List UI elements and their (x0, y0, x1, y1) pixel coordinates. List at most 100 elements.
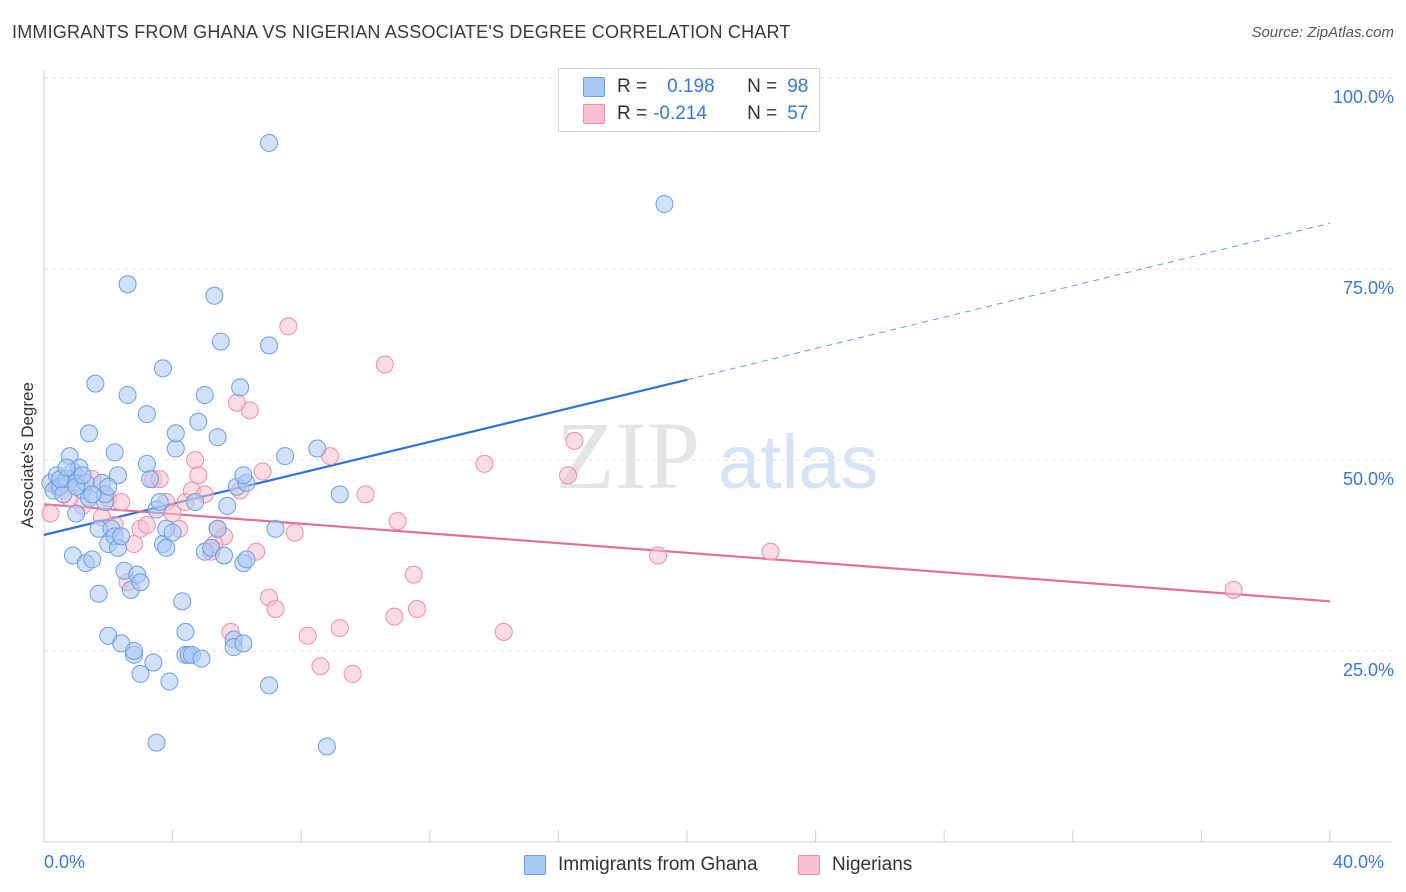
nigerians-point (559, 466, 578, 485)
ghana-point (118, 275, 137, 294)
watermark-atlas: atlas (718, 420, 879, 505)
watermark: ZIP atlas (556, 402, 879, 509)
legend-n-label: N = (747, 76, 778, 97)
legend-label: Nigerians (832, 854, 913, 875)
ghana-point (157, 538, 176, 557)
ghana-trend-extension (686, 222, 1331, 381)
nigerians-point (41, 504, 60, 523)
ghana-point (166, 424, 185, 443)
x-tick-label: 0.0% (44, 852, 86, 872)
ghana-point (108, 466, 127, 485)
grid-layer (44, 77, 1392, 652)
ghana-point (67, 504, 86, 523)
nigerians-point (266, 599, 285, 618)
ghana-point (163, 523, 182, 542)
ghana-point (330, 485, 349, 504)
chart-source: Source: ZipAtlas.com (1251, 24, 1394, 41)
nigerians-point (311, 657, 330, 676)
nigerians-point (565, 431, 584, 450)
y-tick-label: 50.0% (1342, 469, 1394, 489)
nigerians-point (356, 485, 375, 504)
ghana-point (237, 550, 256, 569)
ghana-point (176, 622, 195, 641)
nigerians-point (112, 493, 131, 512)
ghana-point (83, 550, 102, 569)
ghana-point (317, 737, 336, 756)
ghana-point (160, 672, 179, 691)
legend-item-nigerians: Nigerians (798, 852, 912, 878)
nigerians-point (298, 626, 317, 645)
ghana-point (208, 519, 227, 538)
x-tick-label: 40.0% (1333, 852, 1385, 872)
y-axis-label: Associate's Degree (18, 382, 37, 528)
y-tick-label: 100.0% (1332, 87, 1394, 107)
ghana-point (131, 664, 150, 683)
legend-swatch-blue (583, 77, 605, 97)
legend-swatch-pink (798, 855, 820, 875)
legend-n-value: 98 (787, 76, 809, 97)
ghana-point (266, 519, 285, 538)
nigerians-point (137, 515, 156, 534)
legend-swatch-pink (583, 104, 605, 124)
ghana-point (166, 439, 185, 458)
ghana-point (83, 485, 102, 504)
ghana-point (655, 195, 674, 214)
ghana-point (137, 405, 156, 424)
nigerians-point (1224, 580, 1243, 599)
nigerians-point (407, 599, 426, 618)
nigerians-point (330, 619, 349, 638)
ghana-point (153, 359, 172, 378)
nigerians-point (494, 622, 513, 641)
nigerians-point (649, 546, 668, 565)
legend-n-label: N = (747, 103, 778, 124)
nigerians-point (404, 565, 423, 584)
ghana-point (234, 634, 253, 653)
ghana-point (260, 676, 279, 695)
legend-r-value: 0.198 (667, 76, 715, 97)
legend-r-value: -0.214 (653, 103, 707, 124)
ghana-point (234, 466, 253, 485)
ghana-point (86, 374, 105, 393)
ghana-point (186, 493, 205, 512)
axis-layer (43, 70, 1392, 843)
ghana-point (99, 477, 118, 496)
nigerians-point (388, 512, 407, 531)
ghana-point (80, 424, 99, 443)
ghana-point (276, 447, 295, 466)
ghana-point (215, 546, 234, 565)
ghana-point (195, 386, 214, 405)
y-tick-label: 75.0% (1342, 278, 1394, 298)
legend-row-ghana: R = 0.198 N = 98 (583, 75, 808, 99)
legend-swatch-blue (524, 855, 546, 875)
nigerians-point (343, 664, 362, 683)
legend-n-value: 57 (787, 103, 809, 124)
watermark-zip: ZIP (556, 402, 700, 509)
ghana-point (112, 527, 131, 546)
points-layer (41, 133, 1243, 756)
ghana-point (118, 386, 137, 405)
ghana-point (141, 470, 160, 489)
ghana-point (231, 378, 250, 397)
ghana-point (57, 458, 76, 477)
nigerians-point (285, 523, 304, 542)
legend-r-label: R = (617, 76, 648, 97)
ghana-point (308, 439, 327, 458)
legend-r-label: R = (617, 103, 648, 124)
ghana-point (144, 653, 163, 672)
ghana-point (150, 493, 169, 512)
nigerians-point (253, 462, 272, 481)
ghana-point (211, 332, 230, 351)
ghana-point (260, 336, 279, 355)
ghana-point (137, 454, 156, 473)
nigerians-point (189, 466, 208, 485)
legend-item-ghana: Immigrants from Ghana (524, 852, 758, 878)
nigerians-point (186, 451, 205, 469)
ghana-point (147, 733, 166, 752)
ghana-point (189, 412, 208, 431)
nigerians-point (240, 401, 259, 420)
ghana-point (89, 584, 108, 603)
chart-title: IMMIGRANTS FROM GHANA VS NIGERIAN ASSOCI… (12, 22, 791, 42)
nigerians-point (279, 317, 298, 336)
ghana-point (205, 286, 224, 305)
nigerians-point (761, 542, 780, 561)
